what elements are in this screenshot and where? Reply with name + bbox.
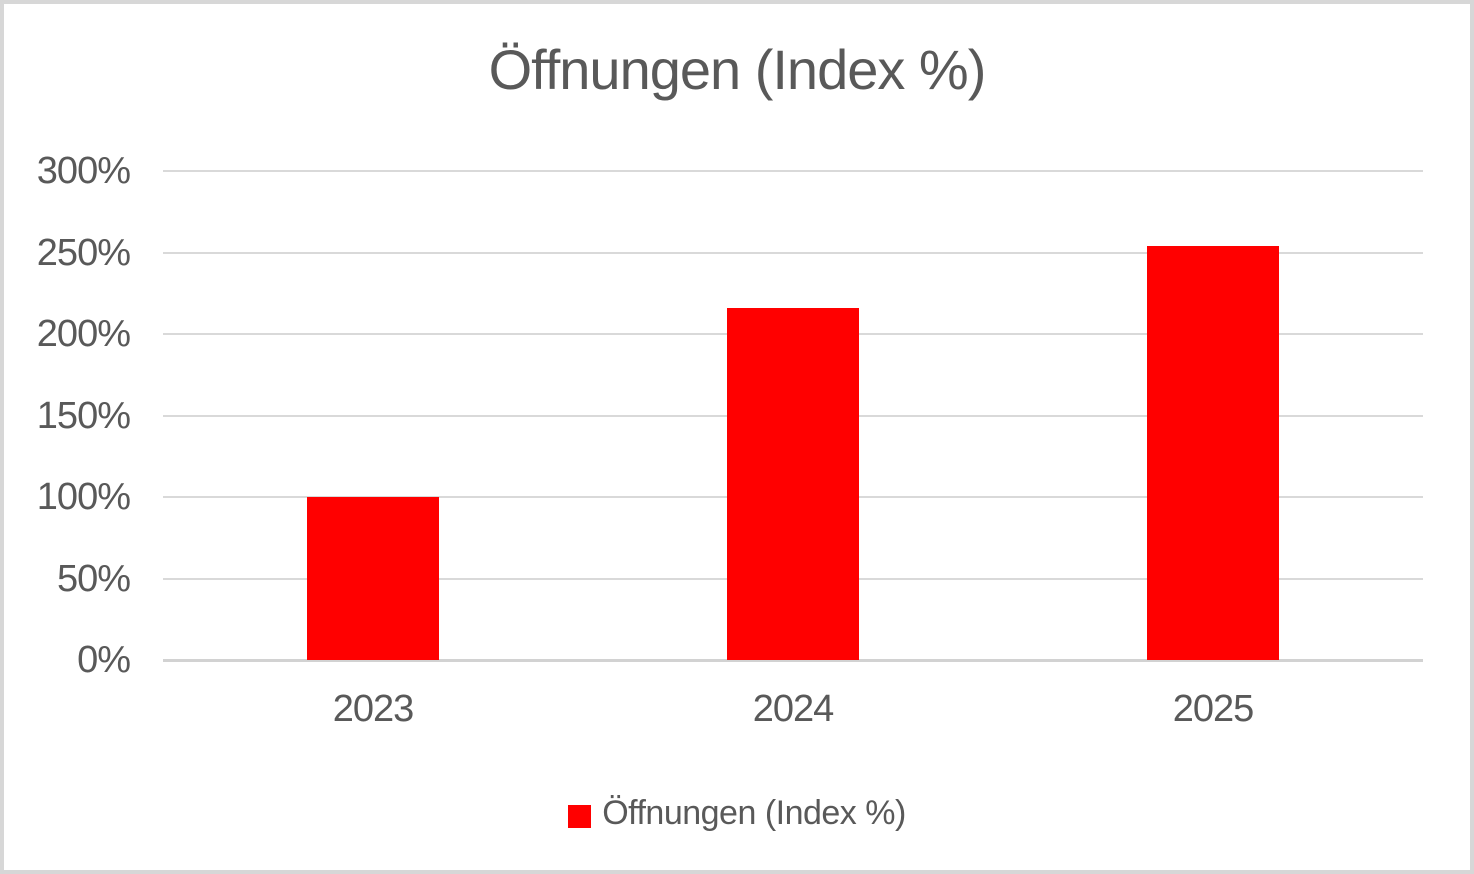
y-axis-tick-label: 150% — [36, 394, 131, 437]
y-axis-tick-label: 50% — [56, 557, 131, 600]
y-axis-tick-label: 300% — [36, 150, 131, 192]
gridline — [163, 170, 1423, 172]
legend-swatch-icon — [568, 804, 592, 828]
y-axis-tick-label: 0% — [77, 639, 131, 681]
x-axis-tick-label: 2023 — [332, 688, 415, 730]
chart-title: Öffnungen (Index %) — [488, 38, 987, 101]
legend-label: Öffnungen (Index %) — [602, 794, 906, 833]
legend: Öffnungen (Index %) — [4, 790, 1470, 838]
bar-2024 — [727, 307, 859, 660]
y-axis-tick-label: 250% — [36, 231, 131, 274]
x-axis-line — [163, 659, 1423, 662]
bar-2025 — [1147, 245, 1279, 660]
chart-stage: Öffnungen (Index %) 0% 50% 100% 150% 200% 250… — [4, 4, 1470, 870]
x-axis-tick-label: 2024 — [752, 688, 835, 730]
x-axis-tick-label: 2025 — [1172, 688, 1255, 730]
gridline — [163, 251, 1423, 254]
bar-2023 — [307, 497, 439, 660]
y-axis-tick-label: 100% — [36, 476, 131, 518]
y-axis-tick-label: 200% — [36, 313, 131, 355]
